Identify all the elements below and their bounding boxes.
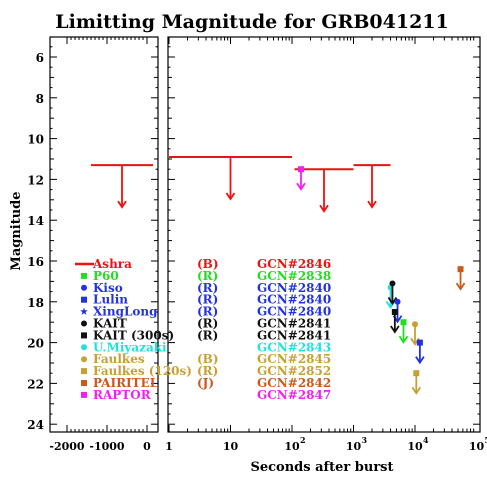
upper-limit-arrow-head <box>455 282 466 291</box>
left-panel-frame <box>49 36 159 433</box>
legend-gcn: GCN#2841 <box>257 317 331 331</box>
marker-circle <box>81 320 87 327</box>
legend-filter: (B) <box>197 352 219 366</box>
legend-gcn: GCN#2840 <box>257 305 331 319</box>
legend-label: Ashra <box>92 257 132 271</box>
y-tick-label: 8 <box>36 92 44 106</box>
legend-filter: (R) <box>197 269 218 283</box>
upper-limit-arrow-head <box>415 356 425 365</box>
legend-label: RAPTOR <box>93 388 152 402</box>
y-tick-label: 12 <box>27 173 44 187</box>
marker-square <box>391 309 398 315</box>
marker-square <box>81 391 87 398</box>
y-axis-label: Magnitude <box>9 191 24 270</box>
legend-gcn: GCN#2847 <box>257 388 331 402</box>
x-tick-label: 10 <box>407 440 423 453</box>
data-series <box>91 155 466 395</box>
marker-star <box>80 307 88 315</box>
upper-limit-arrow-head <box>387 296 398 306</box>
legend-filter: (R) <box>197 281 218 295</box>
legend-label: KAIT (300s) <box>93 328 174 342</box>
upper-limit-arrow-head <box>296 182 306 191</box>
marker-square <box>297 166 304 173</box>
y-tick-label: 16 <box>27 255 44 269</box>
legend-filter: (R) <box>197 317 218 331</box>
x-tick-label: -2000 <box>49 440 85 453</box>
legend-label: Faulkes <box>93 352 145 366</box>
legend-gcn: GCN#2842 <box>257 376 331 390</box>
y-tick-label: 22 <box>27 377 44 391</box>
y-tick-label: 6 <box>36 51 44 65</box>
legend-label: KAIT <box>93 317 127 331</box>
marker-square <box>81 332 87 339</box>
x-tick-exponent: 3 <box>362 435 368 445</box>
x-tick-label: -1000 <box>89 440 125 453</box>
marker-circle <box>394 298 401 305</box>
legend-gcn: GCN#2845 <box>257 352 331 366</box>
legend-gcn: GCN#2841 <box>257 328 331 342</box>
ashra-limit-arrow-head <box>225 192 236 201</box>
marker-circle <box>389 280 396 287</box>
legend-filter: (R) <box>197 364 218 378</box>
legend-label: Faulkes (120s) <box>93 364 192 378</box>
upper-limit-arrow-head <box>390 325 400 334</box>
legend-gcn: GCN#2852 <box>257 364 331 378</box>
legend-gcn: GCN#2840 <box>257 293 331 307</box>
y-tick-label: 10 <box>27 133 44 147</box>
x-tick-label: 10 <box>469 440 485 453</box>
legend-label: U.Miyazaki <box>93 340 167 354</box>
legend: Ashra (B) GCN#2846 P60 (R) GCN#2838 Kiso (R) GCN… <box>75 257 331 402</box>
legend-label: PAIRITEL <box>93 376 159 390</box>
marker-circle <box>81 284 87 291</box>
marker-square <box>413 370 420 377</box>
ashra-limit-arrow-head <box>319 204 329 213</box>
legend-gcn: GCN#2840 <box>257 281 331 295</box>
legend-label: Kiso <box>93 281 123 295</box>
legend-filter: (J) <box>197 376 214 390</box>
marker-square <box>81 380 87 386</box>
legend-filter: (R) <box>197 305 218 319</box>
y-tick-label: 14 <box>27 214 44 228</box>
x-tick-exponent: 2 <box>300 435 306 445</box>
legend-gcn: GCN#2838 <box>257 269 331 283</box>
marker-square <box>81 368 87 375</box>
chart-title: Limitting Magnitude for GRB041211 <box>55 11 449 33</box>
marker-square <box>416 339 423 346</box>
marker-square <box>400 319 407 326</box>
legend-gcn: GCN#2846 <box>257 257 331 271</box>
legend-label: P60 <box>93 269 119 283</box>
x-tick-label: 0 <box>143 440 151 453</box>
y-tick-label: 24 <box>27 418 44 432</box>
ashra-limit-arrow-head <box>117 200 127 209</box>
x-tick-label: 10 <box>346 440 362 453</box>
x-axis-label: Seconds after burst <box>250 460 393 475</box>
marker-square <box>457 266 464 273</box>
y-tick-label: 20 <box>27 337 44 351</box>
marker-circle <box>81 344 87 351</box>
legend-label: XingLong <box>93 305 158 319</box>
legend-label: Lulin <box>93 293 128 307</box>
axis-ticks <box>50 37 480 432</box>
upper-limit-arrow-head <box>411 386 422 395</box>
x-tick-exponent: 5 <box>485 435 487 445</box>
upper-limit-arrow-head <box>398 335 409 344</box>
x-tick-label: 10 <box>284 440 300 453</box>
legend-filter: (R) <box>197 293 218 307</box>
ashra-limit-arrow-head <box>367 200 377 209</box>
marker-circle <box>412 321 418 328</box>
legend-gcn: GCN#2843 <box>257 340 331 354</box>
x-tick-label: 10 <box>223 440 239 453</box>
x-tick-label: 1 <box>165 440 173 453</box>
legend-filter: (R) <box>197 328 218 342</box>
marker-square <box>81 296 87 303</box>
right-panel-frame <box>167 36 481 433</box>
marker-square <box>81 272 87 279</box>
y-tick-label: 18 <box>27 296 44 310</box>
marker-circle <box>81 356 87 363</box>
x-tick-exponent: 4 <box>423 435 429 445</box>
legend-filter: (B) <box>197 257 219 271</box>
